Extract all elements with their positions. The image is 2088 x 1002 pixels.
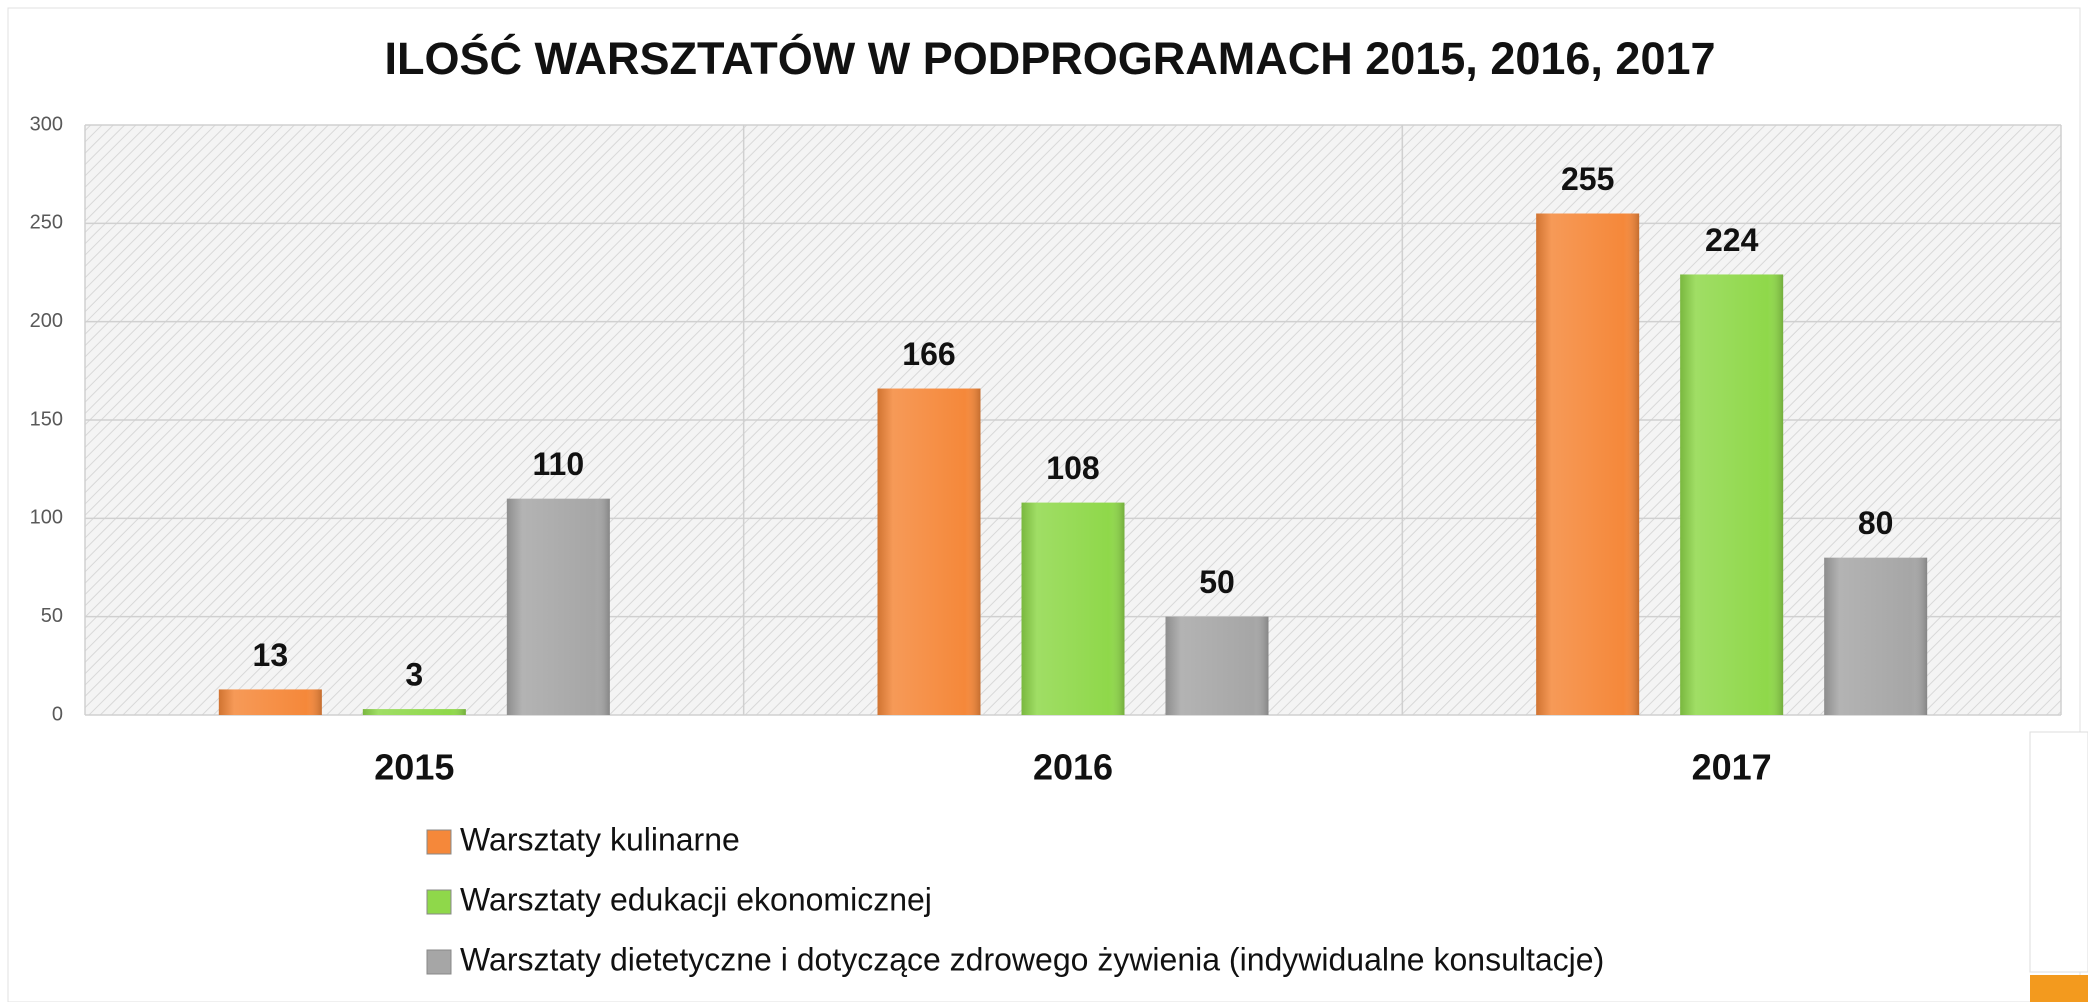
bar <box>219 689 322 715</box>
y-tick-label: 150 <box>30 408 63 430</box>
y-tick-label: 200 <box>30 310 63 332</box>
legend-label: Warsztaty edukacji ekonomicznej <box>460 881 932 917</box>
side-banner <box>2030 975 2088 1002</box>
data-label: 166 <box>902 336 955 372</box>
bar <box>507 499 610 715</box>
data-label: 108 <box>1046 450 1099 486</box>
bar <box>1824 558 1927 715</box>
x-tick-label: 2016 <box>1033 747 1113 788</box>
y-tick-label: 50 <box>41 605 63 627</box>
bar <box>1022 503 1125 715</box>
legend-swatch <box>427 830 451 854</box>
y-tick-label: 250 <box>30 212 63 234</box>
legend-swatch <box>427 950 451 974</box>
chart: ILOŚĆ WARSZTATÓW W PODPROGRAMACH 2015, 2… <box>0 0 2088 1002</box>
legend-label: Warsztaty dietetyczne i dotyczące zdrowe… <box>460 941 1604 977</box>
bar <box>878 389 981 715</box>
y-tick-label: 100 <box>30 507 63 529</box>
data-label: 110 <box>533 446 585 482</box>
x-tick-label: 2015 <box>374 747 454 788</box>
data-label: 13 <box>253 637 289 673</box>
side-image <box>2030 732 2088 972</box>
legend-swatch <box>427 890 451 914</box>
data-label: 50 <box>1199 564 1235 600</box>
bar <box>1680 274 1783 715</box>
data-label: 224 <box>1705 222 1759 258</box>
y-tick-label: 0 <box>52 703 63 725</box>
bar <box>1536 214 1639 716</box>
legend-label: Warsztaty kulinarne <box>460 821 740 857</box>
data-label: 255 <box>1561 161 1614 197</box>
chart-title: ILOŚĆ WARSZTATÓW W PODPROGRAMACH 2015, 2… <box>384 33 1715 84</box>
data-label: 3 <box>405 657 423 693</box>
bar <box>363 709 466 715</box>
x-tick-label: 2017 <box>1692 747 1772 788</box>
data-label: 80 <box>1858 505 1894 541</box>
y-tick-label: 300 <box>30 113 63 135</box>
bar <box>1166 617 1269 715</box>
